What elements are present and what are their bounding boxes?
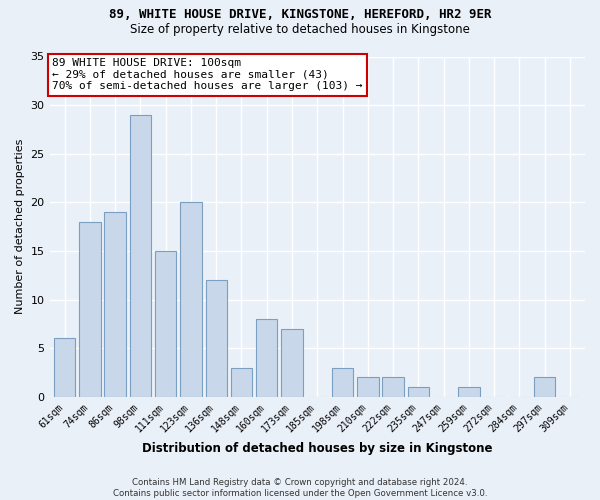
Bar [332,368,353,397]
Text: 89 WHITE HOUSE DRIVE: 100sqm
← 29% of detached houses are smaller (43)
70% of se: 89 WHITE HOUSE DRIVE: 100sqm ← 29% of de… [52,58,363,92]
Text: Contains HM Land Registry data © Crown copyright and database right 2024.
Contai: Contains HM Land Registry data © Crown c… [113,478,487,498]
Bar [534,378,556,397]
Bar [382,378,404,397]
Text: 89, WHITE HOUSE DRIVE, KINGSTONE, HEREFORD, HR2 9ER: 89, WHITE HOUSE DRIVE, KINGSTONE, HEREFO… [109,8,491,20]
Bar [155,251,176,397]
Bar [458,387,479,397]
X-axis label: Distribution of detached houses by size in Kingstone: Distribution of detached houses by size … [142,442,493,455]
Bar [281,328,303,397]
Bar [104,212,126,397]
Bar [79,222,101,397]
Bar [231,368,252,397]
Bar [407,387,429,397]
Bar [256,319,277,397]
Bar [54,338,76,397]
Bar [180,202,202,397]
Y-axis label: Number of detached properties: Number of detached properties [15,139,25,314]
Bar [130,115,151,397]
Text: Size of property relative to detached houses in Kingstone: Size of property relative to detached ho… [130,22,470,36]
Bar [206,280,227,397]
Bar [357,378,379,397]
